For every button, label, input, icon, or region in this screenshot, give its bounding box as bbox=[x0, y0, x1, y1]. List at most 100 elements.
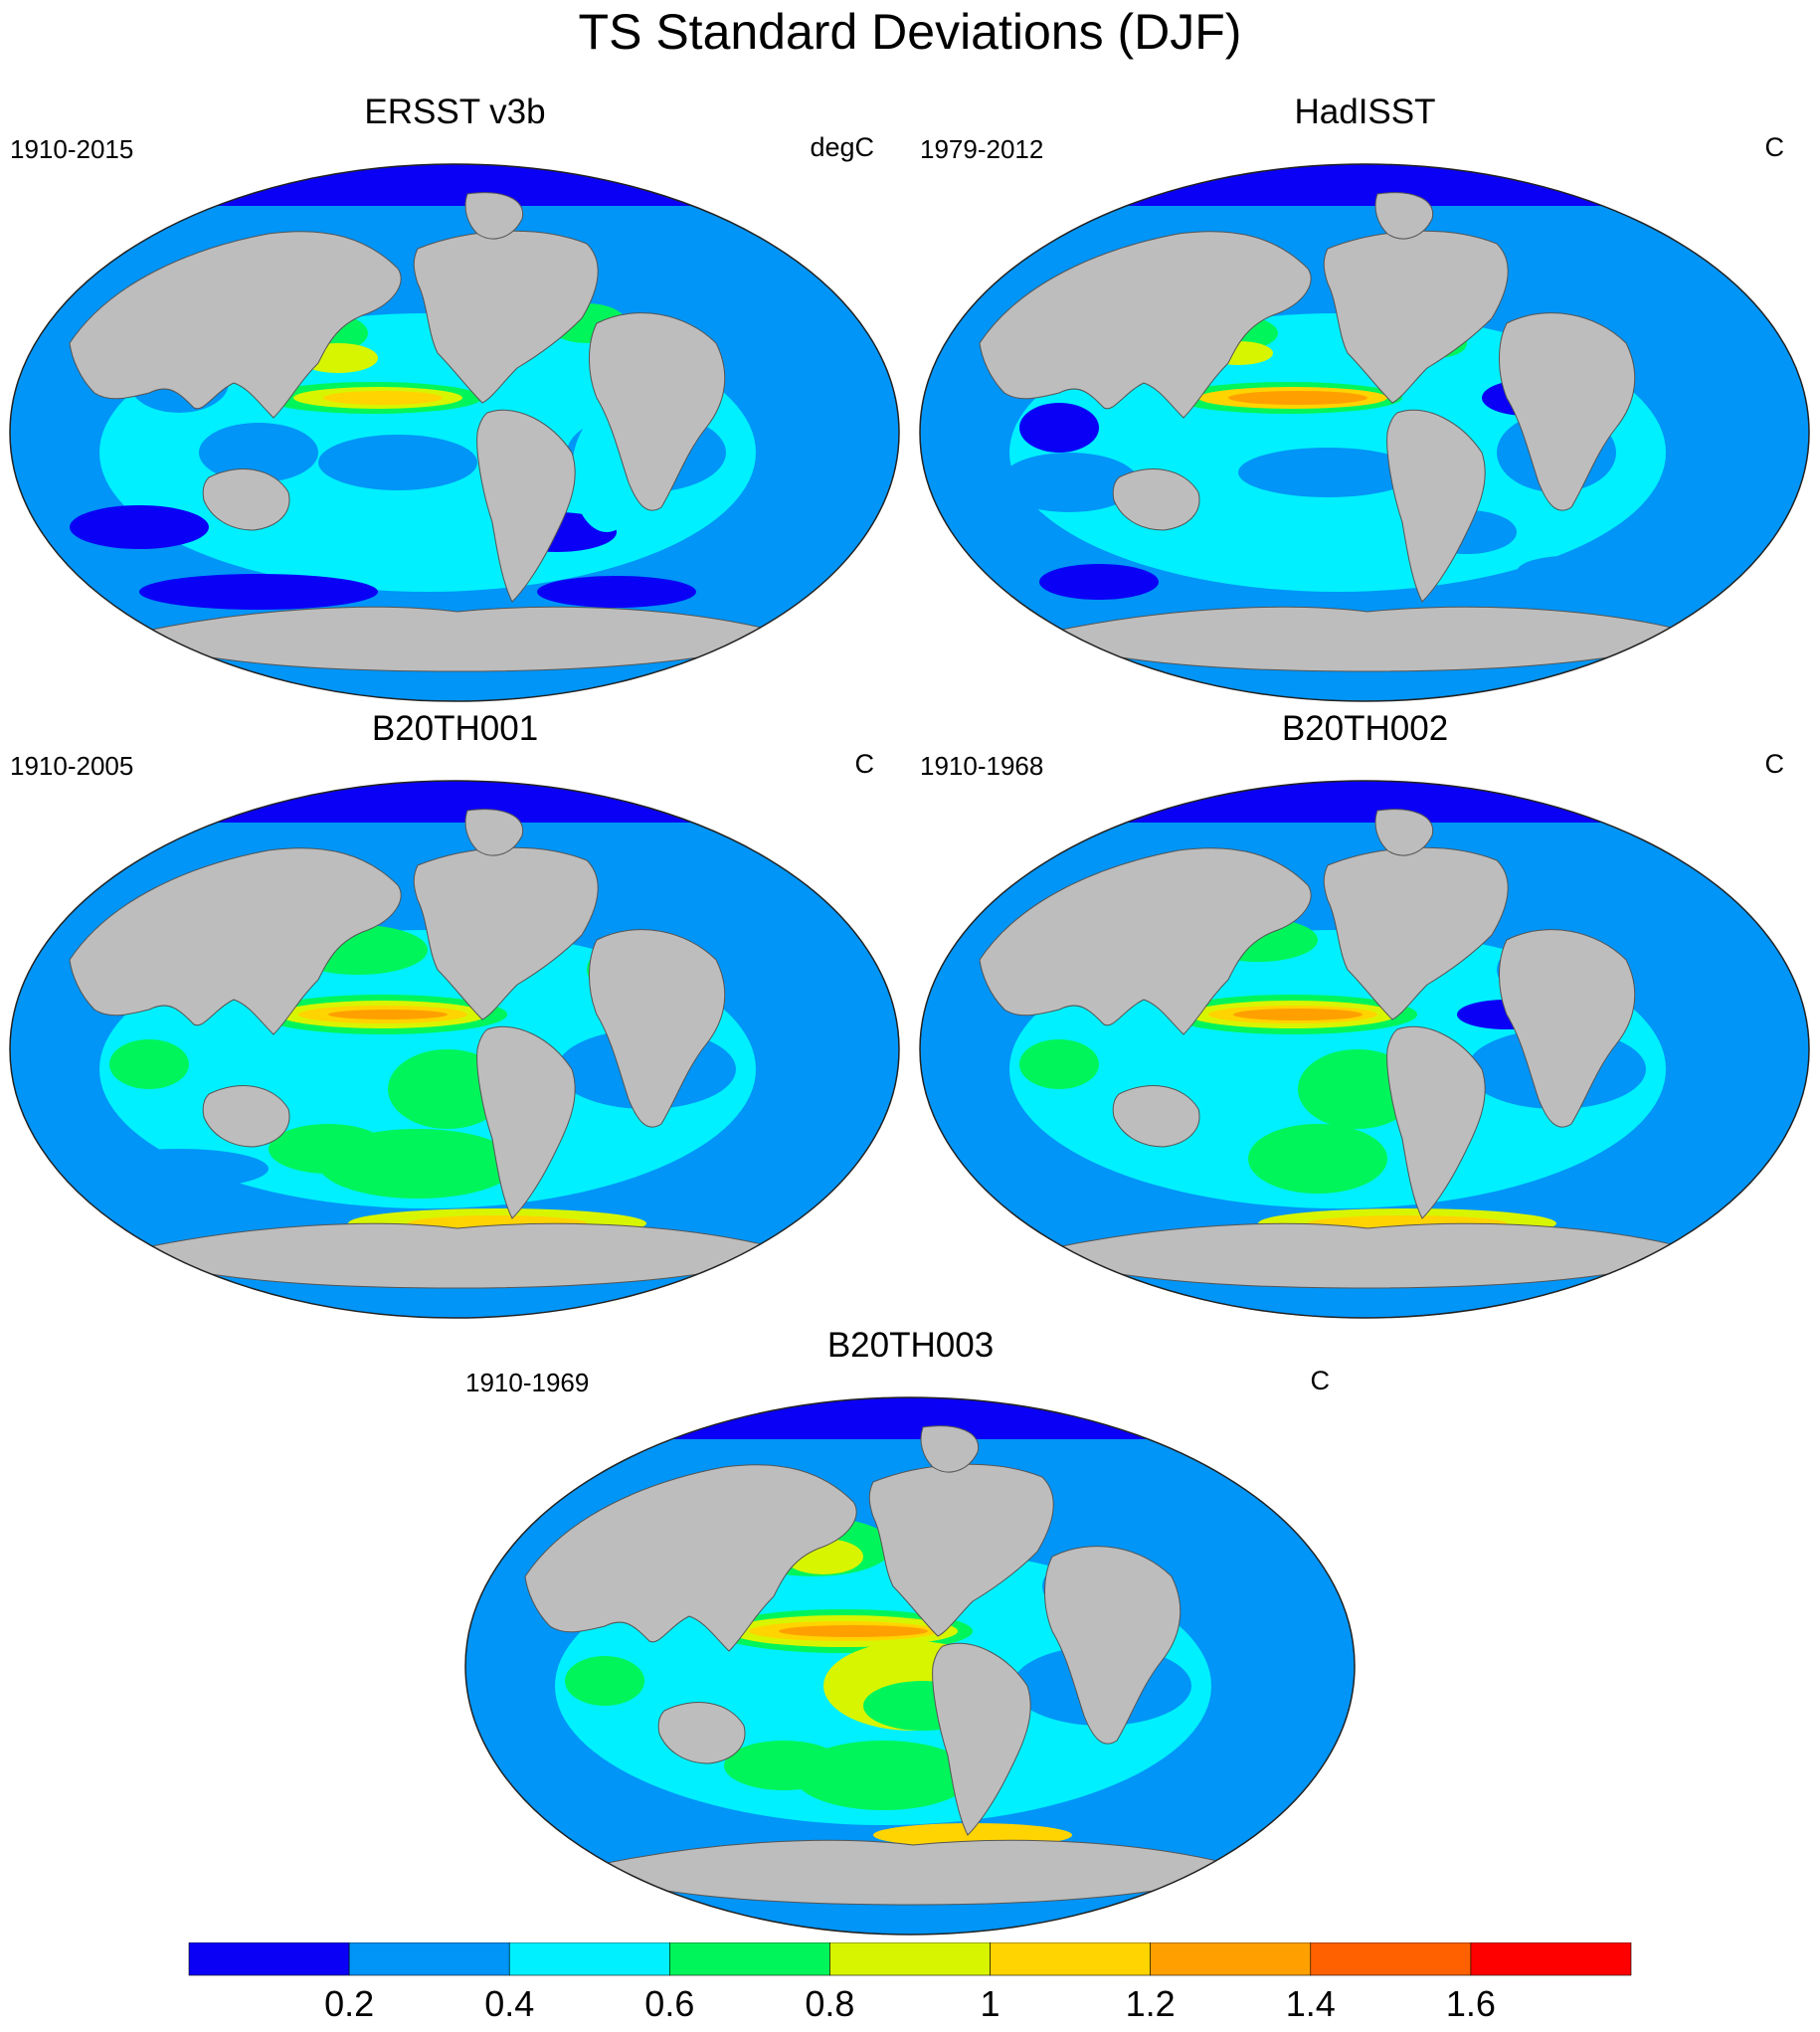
panel-units: degC bbox=[810, 132, 874, 162]
variance-contour bbox=[1000, 453, 1139, 512]
world-map bbox=[9, 163, 900, 702]
panel-title: B20TH001 bbox=[371, 709, 539, 748]
land-africa bbox=[1044, 1546, 1182, 1745]
variance-contour bbox=[1019, 403, 1099, 453]
land-greenland bbox=[920, 1425, 980, 1473]
land-australia bbox=[657, 1702, 746, 1764]
variance-contour bbox=[1233, 1009, 1363, 1020]
land-america-s bbox=[476, 1025, 576, 1219]
land-america-n bbox=[413, 846, 599, 1020]
colorbar-segment bbox=[669, 1942, 830, 1976]
panel-years: 1910-2015 bbox=[10, 134, 134, 164]
arctic-region bbox=[920, 781, 1809, 823]
colorbar-segment bbox=[188, 1942, 350, 1976]
variance-contour bbox=[269, 1124, 388, 1174]
variance-contour bbox=[1039, 564, 1159, 600]
colorbar-tick-label: 0.4 bbox=[484, 1983, 534, 2024]
land-greenland bbox=[464, 192, 524, 240]
land-australia bbox=[202, 1085, 290, 1148]
map-panel-b20th001: B20TH001 1910-2005 C bbox=[0, 709, 910, 1336]
land-africa bbox=[589, 312, 726, 511]
map-panel-b20th003: B20TH003 1910-1969 C bbox=[455, 1326, 1365, 1952]
land-greenland bbox=[464, 809, 524, 856]
colorbar-segment bbox=[829, 1942, 991, 1976]
map-field bbox=[10, 164, 899, 701]
variance-contour bbox=[1238, 448, 1417, 497]
arctic-region bbox=[10, 164, 899, 206]
colorbar-tick-label: 1.6 bbox=[1446, 1983, 1496, 2024]
variance-contour bbox=[109, 1039, 189, 1089]
world-map bbox=[919, 163, 1810, 702]
map-field bbox=[920, 781, 1809, 1318]
land-america-n bbox=[1323, 846, 1509, 1020]
map-outline bbox=[919, 780, 1810, 1319]
colorbar-segment bbox=[348, 1942, 510, 1976]
map-field bbox=[465, 1397, 1355, 1935]
world-map bbox=[919, 780, 1810, 1319]
variance-contour bbox=[537, 576, 696, 608]
variance-contour bbox=[1517, 556, 1616, 588]
panel-units: C bbox=[1310, 1366, 1331, 1395]
variance-contour bbox=[1019, 1039, 1099, 1089]
variance-contour bbox=[779, 1625, 928, 1637]
colorbar-tick-label: 1 bbox=[981, 1983, 1001, 2024]
land-africa bbox=[589, 929, 726, 1128]
land-australia bbox=[1112, 1085, 1200, 1148]
map-outline bbox=[9, 163, 900, 702]
panel-title: ERSST v3b bbox=[364, 92, 546, 131]
map-field bbox=[10, 781, 899, 1318]
colorbar-segment bbox=[508, 1942, 670, 1976]
variance-contour bbox=[318, 435, 477, 490]
arctic-region bbox=[465, 1397, 1355, 1439]
panel-title: B20TH003 bbox=[826, 1326, 995, 1365]
land-america-s bbox=[1386, 409, 1486, 603]
land-eurasia bbox=[69, 231, 402, 419]
map-outline bbox=[919, 163, 1810, 702]
land-eurasia bbox=[524, 1464, 857, 1652]
land-africa bbox=[1499, 312, 1636, 511]
land-america-s bbox=[476, 409, 576, 603]
colorbar: 0.2 0.4 0.6 0.8 1 1.2 1.4 1.6 bbox=[188, 1942, 1632, 2024]
land-africa bbox=[1499, 929, 1636, 1128]
map-outline bbox=[9, 780, 900, 1319]
variance-contour bbox=[90, 1149, 269, 1189]
panel-units: C bbox=[854, 749, 875, 779]
arctic-region bbox=[920, 164, 1809, 206]
land-america-n bbox=[1323, 230, 1509, 404]
colorbar-tick-label: 0.8 bbox=[805, 1983, 854, 2024]
colorbar-tick-label: 1.4 bbox=[1286, 1983, 1336, 2024]
land-america-n bbox=[868, 1463, 1054, 1637]
panel-units: C bbox=[1764, 749, 1785, 779]
land-america-s bbox=[932, 1642, 1031, 1836]
colorbar-tick-label: 0.2 bbox=[324, 1983, 374, 2024]
colorbar-tick-label: 0.6 bbox=[644, 1983, 694, 2024]
land-australia bbox=[202, 468, 290, 531]
map-panel-ersst: ERSST v3b 1910-2015 degC bbox=[0, 92, 910, 719]
colorbar-segment bbox=[990, 1942, 1151, 1976]
map-panel-b20th002: B20TH002 1910-1968 C bbox=[910, 709, 1820, 1336]
land-eurasia bbox=[69, 847, 402, 1035]
world-map bbox=[9, 780, 900, 1319]
variance-contour bbox=[328, 1010, 448, 1019]
panel-units: C bbox=[1764, 132, 1785, 162]
variance-contour bbox=[724, 1741, 843, 1790]
variance-contour bbox=[323, 391, 443, 405]
map-field bbox=[920, 164, 1809, 701]
colorbar-segment bbox=[1150, 1942, 1312, 1976]
panel-title: B20TH002 bbox=[1281, 709, 1449, 748]
land-eurasia bbox=[979, 231, 1312, 419]
land-greenland bbox=[1374, 809, 1434, 856]
land-greenland bbox=[1374, 192, 1434, 240]
colorbar-segment bbox=[1470, 1942, 1632, 1976]
map-panel-hadisst: HadISST 1979-2012 C bbox=[910, 92, 1820, 719]
panel-title: HadISST bbox=[1294, 92, 1436, 131]
map-outline bbox=[464, 1396, 1356, 1936]
world-map bbox=[464, 1396, 1356, 1936]
arctic-region bbox=[10, 781, 899, 823]
land-eurasia bbox=[979, 847, 1312, 1035]
variance-contour bbox=[1248, 1124, 1387, 1194]
land-america-n bbox=[413, 230, 599, 404]
land-australia bbox=[1112, 468, 1200, 531]
variance-contour bbox=[199, 423, 318, 482]
panel-years: 1979-2012 bbox=[920, 134, 1044, 164]
